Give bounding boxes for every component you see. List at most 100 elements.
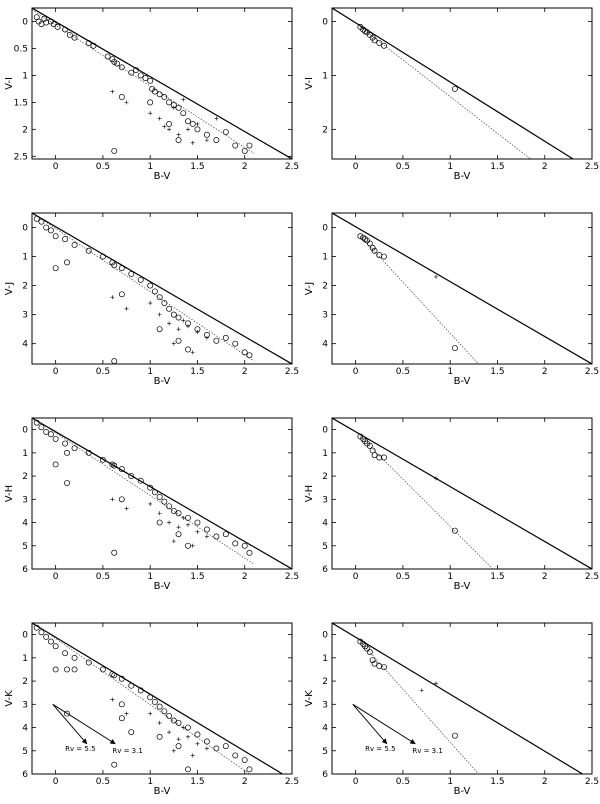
panel-6: 0 0.5 1 1.5 2 2.5 0 1 2 3 4 5 6 B-V V-H bbox=[304, 417, 599, 592]
circle-point bbox=[189, 120, 196, 127]
circle-point bbox=[371, 37, 378, 44]
x-tick-label: 1 bbox=[147, 367, 153, 377]
y-tick-label: 0 bbox=[322, 426, 328, 436]
y-tick-label: 0 bbox=[22, 224, 28, 234]
circle-point bbox=[376, 454, 383, 461]
circle-point bbox=[175, 314, 182, 321]
x-axis-label: B-V bbox=[154, 171, 171, 182]
y-tick-label: 6 bbox=[322, 565, 328, 575]
circle-point bbox=[156, 494, 163, 500]
plot-frame bbox=[31, 212, 293, 365]
plus-point bbox=[167, 127, 172, 132]
circle-point bbox=[118, 466, 125, 473]
circle-point bbox=[185, 766, 191, 773]
x-tick-label: 1 bbox=[447, 367, 453, 377]
circle-point bbox=[232, 540, 239, 547]
y-tick-label: 2 bbox=[322, 125, 328, 135]
plus-point bbox=[190, 753, 195, 758]
plus-point bbox=[110, 697, 115, 702]
plus-point bbox=[190, 543, 195, 548]
y-tick-label: 3 bbox=[22, 311, 28, 321]
circle-point bbox=[381, 664, 387, 671]
circle-point bbox=[33, 419, 40, 426]
circle-point bbox=[232, 142, 239, 149]
x-tick-label: 1.5 bbox=[490, 367, 504, 377]
x-tick-label: 2 bbox=[542, 572, 548, 582]
circle-point bbox=[99, 253, 106, 260]
plus-point bbox=[176, 132, 181, 137]
x-axis-label: B-V bbox=[454, 581, 471, 592]
solid-reference-line bbox=[332, 8, 574, 159]
x-tick-label: 1.5 bbox=[190, 162, 204, 172]
circle-point bbox=[369, 657, 376, 664]
y-tick-label: 1.5 bbox=[14, 98, 28, 108]
plus-point bbox=[167, 321, 172, 326]
x-tick-label: 2.5 bbox=[285, 367, 299, 377]
circle-point bbox=[118, 701, 125, 708]
plus-point bbox=[171, 341, 176, 346]
circle-point bbox=[64, 666, 70, 673]
circle-point bbox=[366, 649, 373, 655]
x-tick-label: 0 bbox=[353, 162, 359, 172]
plus-point bbox=[157, 720, 162, 725]
circle-point bbox=[381, 42, 387, 49]
circle-point bbox=[175, 743, 182, 750]
y-tick-label: 4 bbox=[322, 519, 328, 529]
plus-point bbox=[110, 497, 115, 502]
plus-point bbox=[176, 525, 181, 530]
plus-point bbox=[176, 327, 181, 332]
circle-point bbox=[175, 719, 182, 726]
y-tick-label: 0 bbox=[322, 631, 328, 641]
y-tick-label: 1 bbox=[22, 71, 28, 81]
panel-3: 0 0.5 1 1.5 2 2.5 0 1 2 3 4 B-V V-J bbox=[4, 212, 299, 387]
plus-point bbox=[157, 312, 162, 317]
circle-point bbox=[43, 633, 50, 640]
y-tick-label: 0 bbox=[22, 17, 28, 27]
circle-point bbox=[54, 23, 61, 30]
circle-point bbox=[111, 58, 118, 65]
x-tick-label: 2 bbox=[242, 572, 248, 582]
circle-point bbox=[118, 715, 125, 722]
panel-1: 0 0.5 1 1.5 2 2.5 0 0.5 1 1.5 2 2.5 B-V V-I bbox=[4, 7, 299, 182]
y-tick-label: 4 bbox=[322, 340, 328, 350]
y-tick-label: 0 bbox=[22, 631, 28, 641]
circle-point bbox=[111, 761, 118, 768]
circle-point bbox=[232, 340, 239, 347]
y-tick-label: 6 bbox=[322, 770, 328, 780]
plus-point bbox=[171, 539, 176, 544]
circle-point bbox=[38, 629, 45, 636]
y-tick-label: 5 bbox=[22, 747, 28, 757]
y-tick-label: 2 bbox=[22, 282, 28, 292]
circle-point bbox=[52, 666, 59, 673]
circle-point bbox=[222, 129, 229, 135]
x-tick-label: 0.5 bbox=[396, 777, 410, 787]
plus-point bbox=[148, 111, 153, 116]
solid-reference-line bbox=[332, 418, 592, 569]
x-tick-label: 1 bbox=[147, 572, 153, 582]
circle-point bbox=[366, 442, 373, 449]
circle-point bbox=[246, 142, 253, 149]
circle-point bbox=[213, 137, 220, 144]
circle-point bbox=[52, 461, 59, 468]
plot-data bbox=[32, 213, 292, 364]
dotted-fit-line bbox=[360, 26, 531, 159]
circle-point bbox=[85, 247, 92, 254]
plus-point bbox=[181, 318, 186, 323]
plot-frame bbox=[331, 622, 593, 775]
circle-point bbox=[64, 259, 70, 266]
circle-point bbox=[194, 126, 201, 133]
x-tick-label: 1 bbox=[447, 162, 453, 172]
circle-point bbox=[246, 766, 253, 773]
circle-point bbox=[185, 118, 191, 125]
plus-point bbox=[214, 116, 219, 121]
y-axis-label: V-J bbox=[304, 282, 315, 295]
y-axis-label: V-J bbox=[4, 282, 15, 295]
x-tick-label: 0 bbox=[53, 367, 59, 377]
reddening-arrow bbox=[352, 703, 416, 745]
x-tick-label: 2.5 bbox=[585, 777, 599, 787]
y-tick-label: 1 bbox=[22, 449, 28, 459]
circle-point bbox=[47, 227, 54, 234]
circle-point bbox=[52, 233, 59, 240]
circle-point bbox=[147, 99, 154, 106]
